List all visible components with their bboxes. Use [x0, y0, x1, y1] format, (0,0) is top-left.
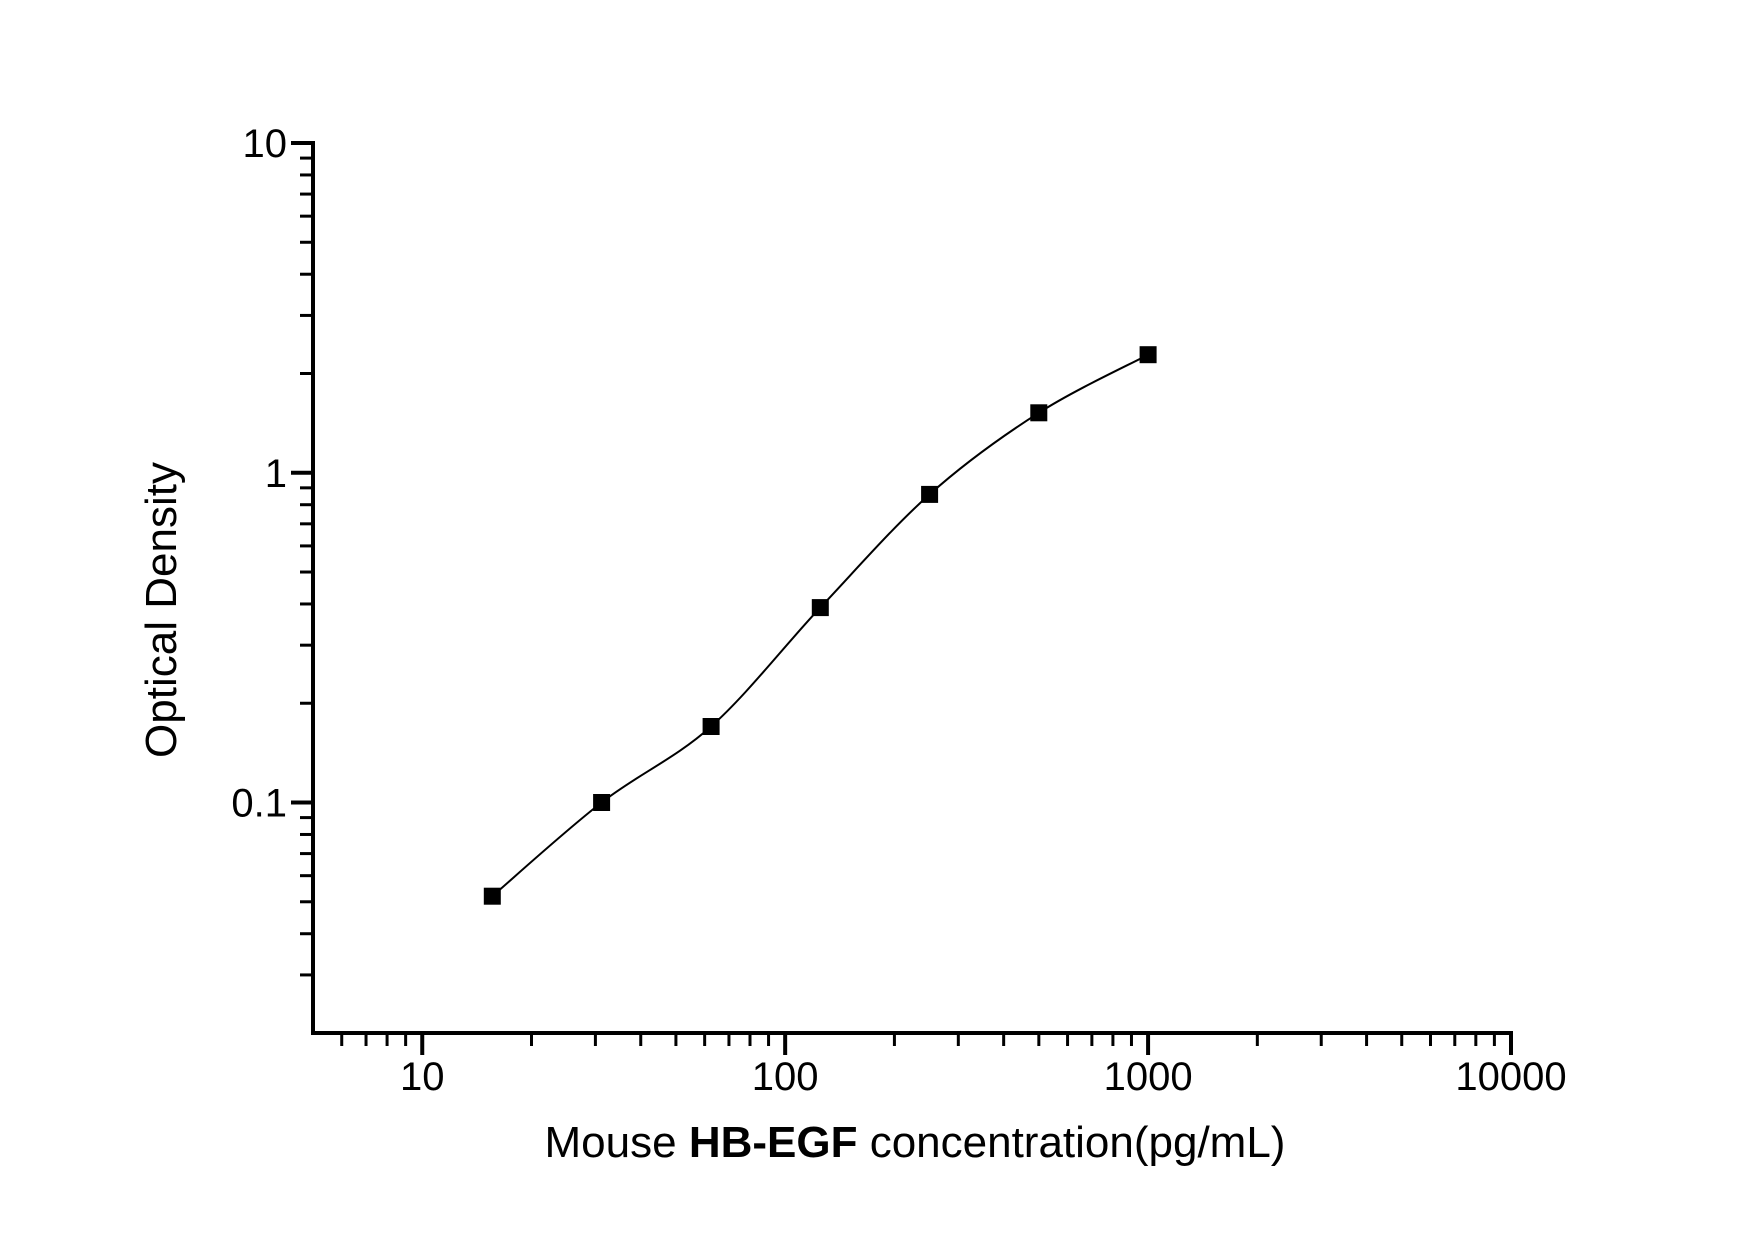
data-point-marker [811, 599, 829, 617]
y-axis-title: Optical Density [137, 462, 186, 758]
x-axis-title: Mouse HB-EGF concentration(pg/mL) [545, 1118, 1286, 1167]
x-tick-label: 10 [400, 1055, 445, 1099]
x-tick-label: 100 [752, 1055, 819, 1099]
x-tick-label: 10000 [1455, 1055, 1566, 1099]
data-point-marker [921, 485, 939, 503]
y-tick-label: 1 [265, 452, 287, 496]
data-point-marker [702, 718, 720, 735]
data-point-marker [1139, 346, 1157, 364]
x-axis-title-prefix: Mouse [545, 1118, 689, 1167]
x-axis-title-suffix: concentration(pg/mL) [857, 1118, 1285, 1167]
tick-labels-layer: 10 100 1000 10000 10 1 0.1 [231, 122, 1566, 1099]
y-tick-label: 0.1 [231, 782, 287, 826]
axes-layer [291, 141, 1513, 1055]
data-point-marker [1030, 404, 1048, 422]
data-point-marker [593, 794, 611, 811]
data-series-layer [483, 346, 1157, 905]
x-axis-title-analyte: HB-EGF [689, 1118, 858, 1167]
data-point-marker [483, 887, 501, 905]
fit-curve [491, 353, 1149, 897]
x-tick-label: 1000 [1104, 1055, 1193, 1099]
y-tick-label: 10 [243, 122, 288, 166]
